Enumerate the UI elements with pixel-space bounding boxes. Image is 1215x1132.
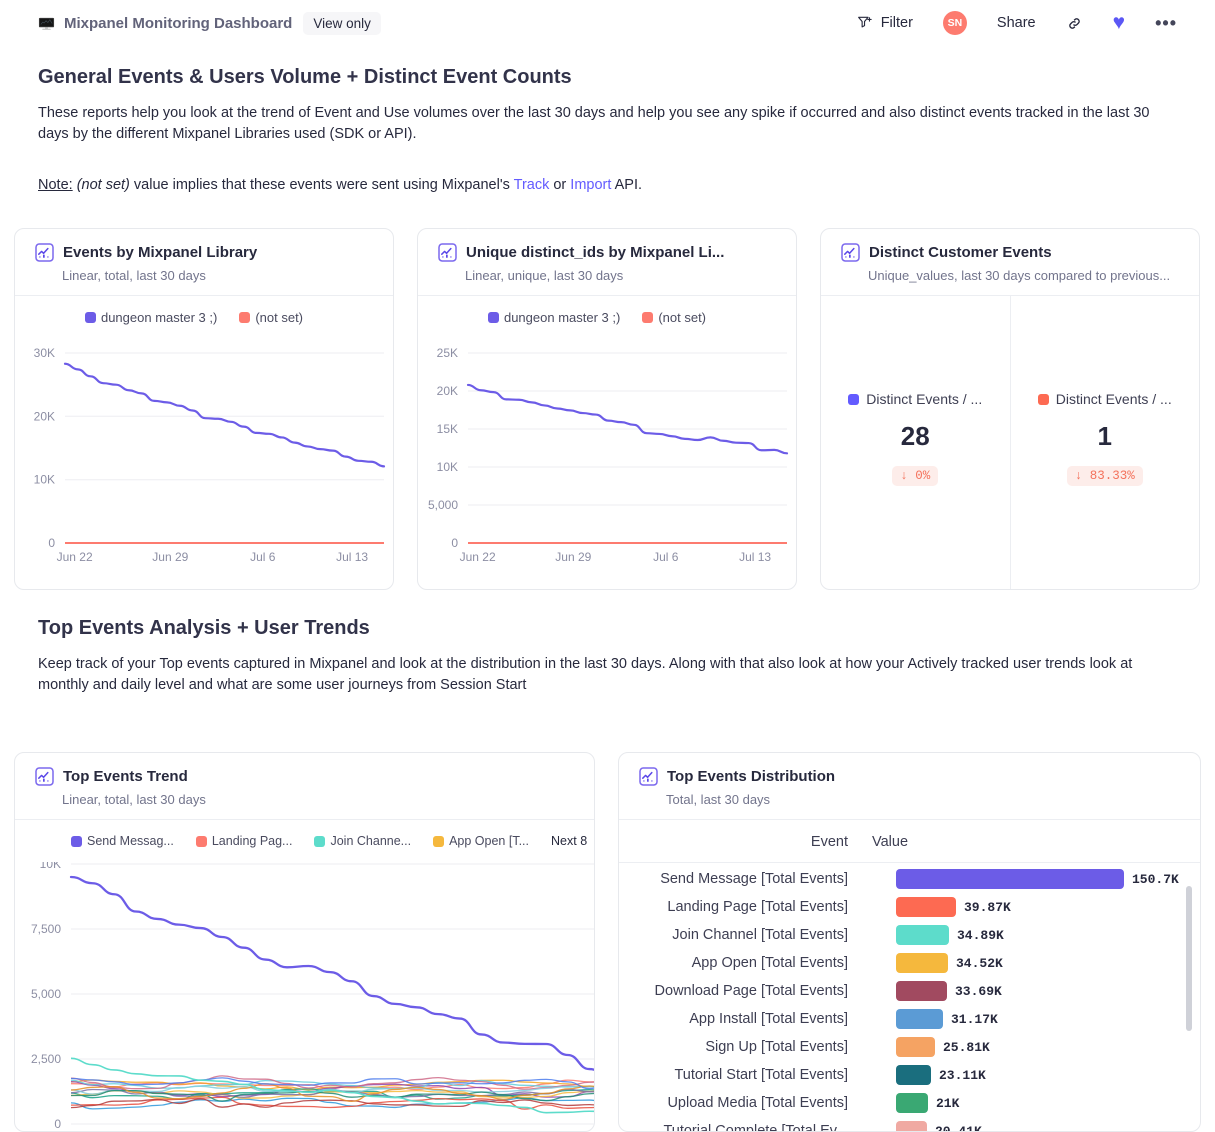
svg-text:Jun 22: Jun 22 — [460, 550, 496, 564]
svg-text:30K: 30K — [34, 346, 55, 360]
svg-text:0: 0 — [54, 1117, 61, 1131]
svg-text:Jul 13: Jul 13 — [336, 550, 368, 564]
svg-text:Jun 29: Jun 29 — [555, 550, 591, 564]
svg-text:5,000: 5,000 — [428, 498, 458, 512]
svg-text:2,500: 2,500 — [31, 1052, 61, 1066]
svg-text:Jul 6: Jul 6 — [250, 550, 276, 564]
svg-text:10K: 10K — [34, 473, 55, 487]
svg-text:10K: 10K — [437, 460, 458, 474]
svg-text:10K: 10K — [40, 862, 61, 871]
svg-text:25K: 25K — [437, 346, 458, 360]
svg-text:0: 0 — [48, 536, 55, 550]
svg-text:Jun 29: Jun 29 — [152, 550, 188, 564]
svg-text:Jul 6: Jul 6 — [653, 550, 679, 564]
svg-text:Jul 13: Jul 13 — [739, 550, 771, 564]
svg-text:Jun 22: Jun 22 — [57, 550, 93, 564]
svg-text:5,000: 5,000 — [31, 987, 61, 1001]
svg-text:20K: 20K — [437, 384, 458, 398]
svg-text:7,500: 7,500 — [31, 922, 61, 936]
svg-text:20K: 20K — [34, 409, 55, 423]
svg-text:0: 0 — [451, 536, 458, 550]
svg-text:15K: 15K — [437, 422, 458, 436]
